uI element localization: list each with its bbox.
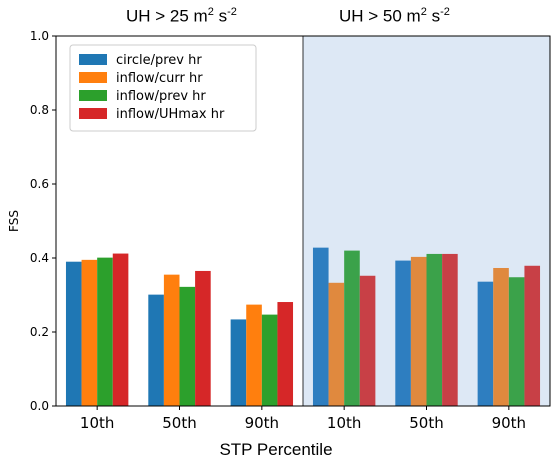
bar-1-cat-1 — [65, 261, 82, 406]
legend-box — [69, 44, 257, 132]
bar-4-cat-1 — [112, 253, 129, 406]
y-tick-label: 0.8 — [30, 103, 49, 117]
bar-3-cat-4 — [344, 250, 360, 406]
bar-2-cat-5 — [410, 256, 427, 406]
bar-4-cat-5 — [442, 253, 458, 406]
bar-3-cat-6 — [508, 277, 525, 406]
bar-1-cat-5 — [395, 260, 411, 406]
legend: circle/prev hr inflow/curr hr inflow/prev … — [69, 44, 257, 132]
legend-swatch — [79, 90, 107, 101]
bar-2-cat-2 — [163, 274, 180, 406]
bar-2-cat-1 — [81, 259, 98, 406]
bar-1-cat-2 — [148, 294, 164, 406]
title-uh-25: UH > 25 m2 s-2 — [126, 6, 237, 26]
x-tick-label: 10th — [327, 414, 361, 432]
bar-4-cat-4 — [359, 275, 376, 406]
legend-swatch — [79, 72, 107, 83]
y-tick-label: 0.0 — [30, 399, 49, 413]
x-tick-label: 10th — [80, 414, 114, 432]
bar-3-cat-2 — [179, 286, 196, 406]
bar-1-cat-3 — [230, 319, 247, 406]
bar-4-cat-3 — [277, 302, 294, 406]
legend-label: inflow/prev hr — [116, 89, 206, 104]
bar-3-cat-3 — [261, 314, 278, 406]
legend-swatch — [79, 108, 107, 119]
bar-4-cat-6 — [524, 265, 541, 406]
bar-2-cat-4 — [328, 282, 345, 406]
y-axis: 0.0 0.2 0.4 0.6 0.8 1.0 — [30, 29, 56, 413]
bars-group — [65, 247, 541, 406]
bar-2-cat-6 — [493, 267, 509, 406]
legend-label: circle/prev hr — [116, 53, 202, 68]
bar-4-cat-2 — [195, 270, 211, 406]
x-axis-label: STP Percentile — [219, 440, 333, 459]
x-tick-label: 50th — [409, 414, 443, 432]
x-tick-label: 90th — [245, 414, 279, 432]
x-tick-label: 50th — [162, 414, 196, 432]
y-tick-label: 0.4 — [30, 251, 49, 265]
x-axis: 10th 50th 90th 10th 50th 90th — [80, 406, 526, 432]
y-tick-label: 1.0 — [30, 29, 49, 43]
title-uh-50: UH > 50 m2 s-2 — [339, 6, 450, 26]
bar-3-cat-1 — [97, 257, 113, 406]
bar-1-cat-4 — [312, 247, 329, 406]
y-axis-label: FSS — [7, 210, 21, 232]
bar-2-cat-3 — [246, 304, 262, 406]
y-tick-label: 0.2 — [30, 325, 49, 339]
legend-label: inflow/curr hr — [116, 71, 203, 86]
bar-3-cat-5 — [426, 253, 443, 406]
legend-label: inflow/UHmax hr — [116, 107, 225, 122]
bar-1-cat-6 — [477, 281, 494, 406]
legend-swatch — [79, 54, 107, 65]
y-tick-label: 0.6 — [30, 177, 49, 191]
x-tick-label: 90th — [492, 414, 526, 432]
